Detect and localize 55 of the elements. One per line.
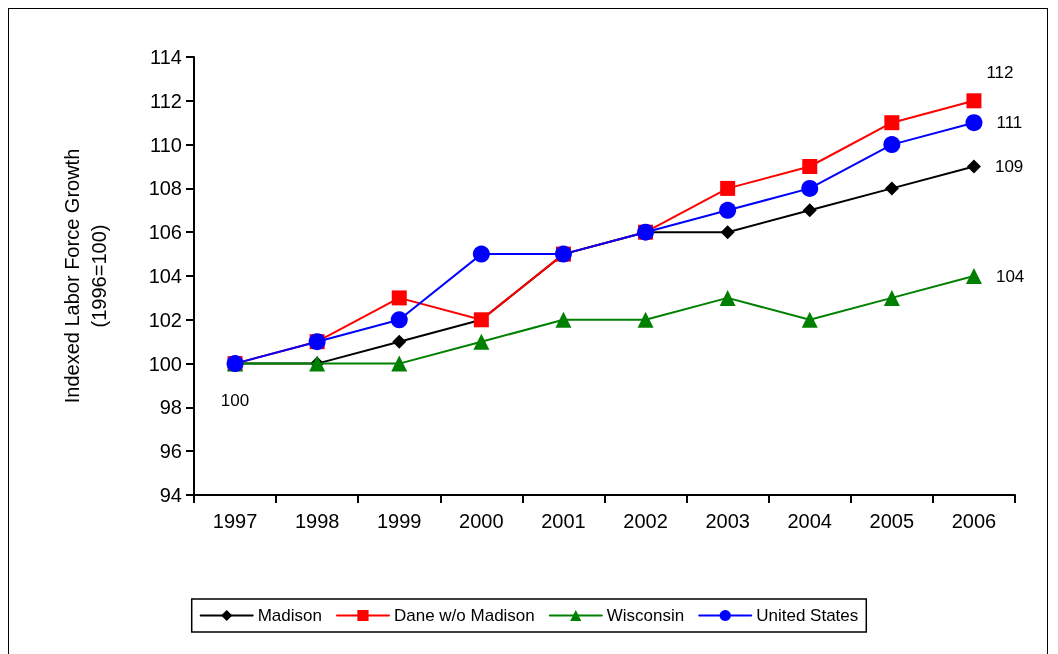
y-tick-label: 112 <box>150 89 182 112</box>
point <box>802 203 817 218</box>
point <box>637 311 654 328</box>
y-tick-label: 100 <box>148 352 182 375</box>
point <box>720 180 736 196</box>
point <box>391 290 407 306</box>
y-tick-label: 114 <box>150 46 182 68</box>
point <box>884 181 899 196</box>
x-tick-label: 1998 <box>294 510 340 532</box>
x-tick-label: 1999 <box>377 510 422 532</box>
point <box>720 225 735 240</box>
x-tick-label: 2006 <box>951 510 997 532</box>
legend-label: Dane w/o Madison <box>393 606 535 625</box>
point <box>802 159 818 174</box>
point <box>883 136 901 154</box>
point <box>966 93 982 109</box>
point <box>965 268 982 284</box>
data-label: 104 <box>995 266 1025 286</box>
x-tick-label: 2001 <box>541 510 586 532</box>
x-tick-label: 2003 <box>705 510 750 532</box>
legend-label: Madison <box>257 606 322 625</box>
data-label: 109 <box>994 157 1024 176</box>
point <box>719 201 737 219</box>
y-tick-label: 94 <box>159 484 182 506</box>
data-label: 112 <box>986 63 1014 83</box>
y-tick-label: 102 <box>148 308 182 331</box>
point <box>801 311 818 328</box>
point <box>555 311 572 328</box>
point <box>392 334 407 349</box>
legend-label: Wisconsin <box>606 606 685 625</box>
point <box>391 355 408 372</box>
point <box>390 311 408 329</box>
point <box>883 289 900 306</box>
x-tick-label: 2000 <box>459 510 504 532</box>
point <box>801 179 819 197</box>
data-label: 100 <box>220 390 250 410</box>
x-tick-label: 1997 <box>212 510 258 532</box>
y-tick-label: 96 <box>159 440 182 463</box>
y-tick-label: 98 <box>159 396 182 419</box>
x-tick-label: 2002 <box>623 510 668 532</box>
point <box>472 245 490 263</box>
y-axis-title: Indexed Labor Force Growth (1996=100) <box>60 148 110 404</box>
y-tick-label: 104 <box>148 265 182 287</box>
y-tick-label: 108 <box>148 177 182 200</box>
point <box>719 289 736 306</box>
point <box>965 114 983 132</box>
y-tick-label: 110 <box>150 133 182 156</box>
legend-label: United States <box>756 606 859 625</box>
point <box>966 159 981 174</box>
y-tick-label: 106 <box>148 221 182 244</box>
x-tick-label: 2004 <box>787 510 832 532</box>
x-tick-label: 2005 <box>869 510 915 532</box>
data-label: 111 <box>996 113 1023 133</box>
point <box>473 333 490 350</box>
point <box>884 115 900 131</box>
